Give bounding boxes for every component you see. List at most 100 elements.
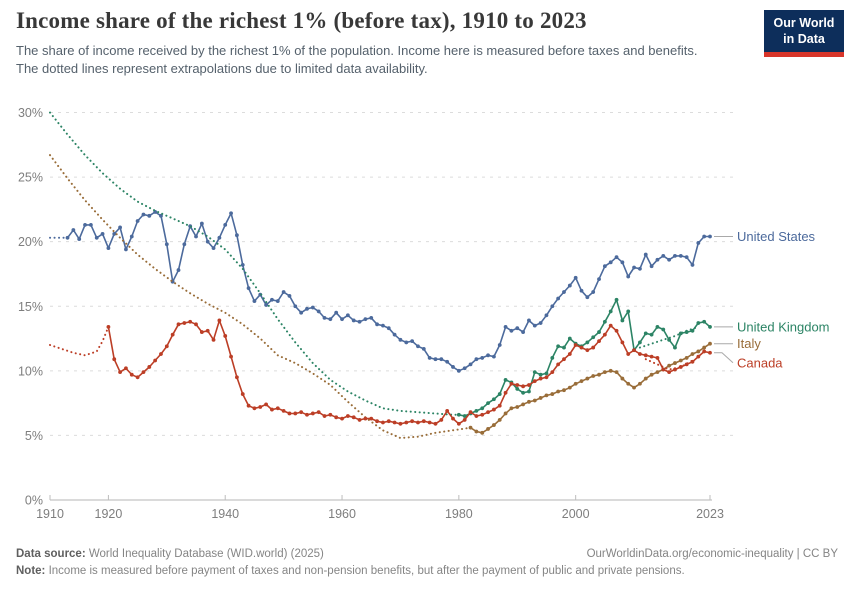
data-point-italy [585, 376, 590, 381]
data-point-united-states [328, 317, 333, 322]
data-point-canada [176, 322, 181, 327]
data-point-united-kingdom [562, 345, 566, 350]
data-point-canada [188, 319, 193, 324]
data-point-united-states [345, 313, 350, 318]
series-dotted-canada-2[interactable] [644, 358, 694, 371]
data-point-united-states [176, 268, 181, 272]
data-point-canada [702, 349, 707, 354]
y-axis-label-5: 5% [25, 429, 43, 443]
data-point-canada [497, 403, 502, 408]
data-point-united-states [375, 322, 379, 327]
data-point-united-states [246, 286, 251, 291]
data-point-canada [305, 412, 309, 417]
data-point-united-states [287, 294, 292, 298]
legend-label-united-states[interactable]: United States [737, 229, 816, 244]
data-point-united-states [392, 332, 397, 337]
data-point-united-states [708, 234, 712, 239]
data-point-canada [124, 366, 128, 371]
owid-logo[interactable]: Our World in Data [764, 10, 844, 58]
data-point-canada [614, 328, 619, 333]
data-point-canada [287, 411, 292, 416]
series-line-canada[interactable] [107, 319, 711, 425]
data-point-canada [515, 383, 520, 387]
data-point-united-states [135, 219, 140, 223]
series-dotted-italy-0[interactable] [49, 154, 472, 440]
data-point-united-states [702, 234, 707, 239]
data-point-united-states [118, 225, 122, 230]
data-point-italy [480, 430, 485, 435]
series-line-united-kingdom[interactable] [458, 299, 711, 417]
data-point-united-states [696, 241, 701, 245]
data-point-canada [281, 408, 286, 413]
series-dotted-canada-0[interactable] [49, 325, 110, 357]
y-axis-label-30: 30% [18, 106, 43, 120]
note-label: Note: [16, 565, 46, 578]
permalink-text[interactable]: OurWorldinData.org/economic-inequality [586, 548, 794, 560]
data-point-united-states [182, 242, 187, 247]
data-point-canada [643, 353, 648, 358]
data-point-united-kingdom [474, 408, 479, 413]
data-point-italy [579, 379, 584, 384]
data-point-united-states [410, 339, 415, 344]
data-point-canada [556, 362, 561, 367]
data-point-united-states [468, 362, 473, 367]
data-point-united-states [65, 235, 70, 240]
data-point-united-states [94, 235, 99, 240]
data-point-united-states [416, 344, 420, 349]
data-point-canada [638, 352, 642, 356]
data-point-canada [404, 420, 409, 425]
line-chart[interactable]: 0% 5% 10% 15% 20% 25% 30% 1910 1920 1940 1960 1980 2… [0, 95, 850, 540]
x-axis-label-1910: 1910 [36, 507, 64, 521]
series-line-united-states[interactable] [66, 211, 711, 372]
data-point-canada [264, 402, 269, 407]
note-text: Income is measured before payment of tax… [45, 565, 685, 578]
series-line-italy[interactable] [470, 343, 711, 434]
data-point-italy [468, 425, 473, 430]
data-point-united-states [649, 264, 654, 269]
data-point-united-states [322, 315, 327, 320]
data-point-canada [451, 416, 455, 421]
data-point-united-kingdom [527, 389, 531, 394]
data-point-united-states [620, 260, 625, 265]
data-point-canada [567, 352, 572, 356]
data-point-united-kingdom [638, 340, 642, 345]
data-point-italy [667, 363, 672, 368]
data-point-canada [240, 392, 245, 396]
data-point-united-states [486, 353, 490, 358]
permalink-license[interactable]: OurWorldinData.org/economic-inequality |… [587, 546, 838, 563]
data-point-united-states [235, 233, 239, 238]
series-dotted-united-kingdom-2[interactable] [638, 325, 700, 349]
x-axis-label-1960: 1960 [328, 507, 356, 521]
data-point-united-states [369, 315, 374, 320]
separator: | [793, 548, 803, 560]
legend-label-italy[interactable]: Italy [737, 336, 761, 351]
data-point-canada [532, 379, 537, 384]
license-text[interactable]: CC BY [802, 548, 838, 560]
data-point-united-kingdom [503, 377, 508, 382]
data-point-canada [223, 334, 228, 338]
data-point-united-states [106, 246, 111, 251]
data-point-italy [597, 372, 601, 377]
data-point-united-states [597, 277, 601, 282]
legend-label-united-kingdom[interactable]: United Kingdom [737, 319, 830, 334]
data-point-canada [626, 352, 631, 356]
series-dotted-united-kingdom-0[interactable] [49, 111, 460, 416]
data-point-canada [649, 354, 654, 359]
data-point-united-states [100, 232, 105, 236]
data-point-united-states [164, 242, 169, 247]
page-title: Income share of the richest 1% (before t… [16, 8, 587, 33]
data-point-united-states [638, 266, 642, 271]
data-point-italy [544, 393, 549, 398]
data-point-canada [229, 354, 233, 359]
data-point-united-states [579, 288, 584, 293]
legend-label-canada[interactable]: Canada [737, 355, 783, 370]
data-point-united-states [655, 257, 660, 262]
data-point-italy [638, 381, 642, 386]
data-point-canada [252, 406, 257, 411]
data-point-italy [608, 368, 613, 373]
chart-footer: Data source: World Inequality Database (… [16, 546, 838, 581]
data-point-canada [334, 415, 339, 420]
data-point-canada [416, 420, 420, 425]
y-axis-label-20: 20% [18, 235, 43, 249]
